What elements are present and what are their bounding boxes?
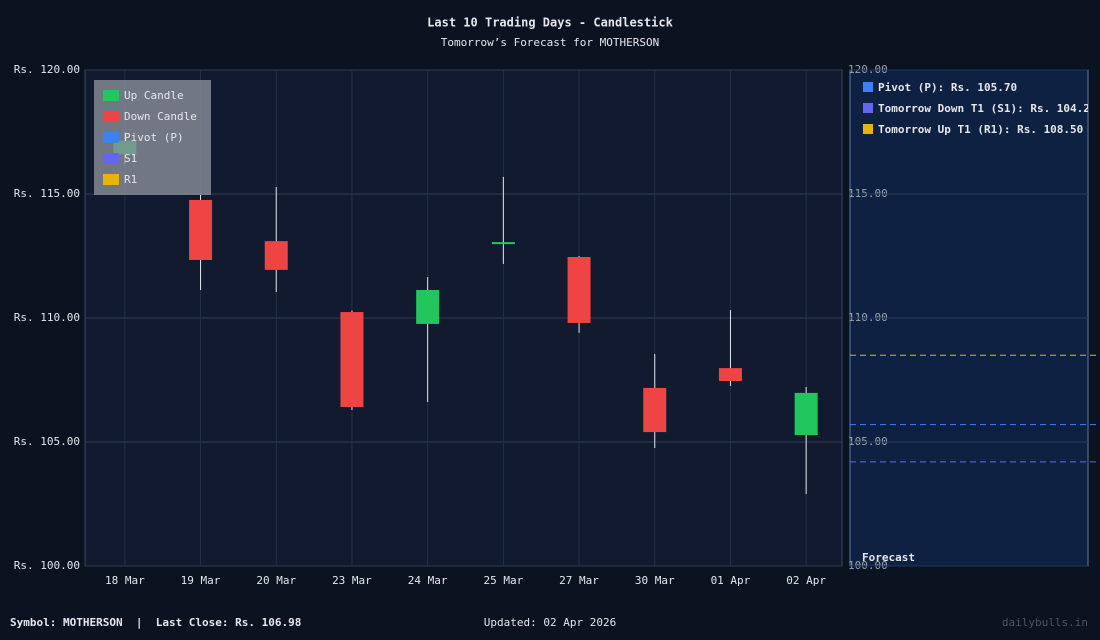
legend-swatch — [863, 124, 873, 134]
y-tick-label: Rs. 115.00 — [14, 187, 80, 200]
x-tick-label: 01 Apr — [711, 574, 751, 587]
x-tick-label: 30 Mar — [635, 574, 675, 587]
candle-body — [643, 387, 667, 433]
x-tick-label: 24 Mar — [408, 574, 448, 587]
legend-swatch — [863, 103, 873, 113]
legend-swatch — [103, 132, 119, 143]
x-tick-label: 20 Mar — [256, 574, 296, 587]
legend-label: Up Candle — [124, 89, 184, 102]
x-tick-label: 23 Mar — [332, 574, 372, 587]
legend-label: Pivot (P): Rs. 105.70 — [878, 81, 1017, 94]
forecast-group: Pivot (P): Rs. 105.70 Tomorrow Down T1 (S… — [863, 81, 1097, 136]
chart-title: Last 10 Trading Days - Candlestick — [427, 16, 673, 30]
chart-subtitle: Tomorrow’s Forecast for MOTHERSON — [441, 36, 660, 49]
y-tick-label: Rs. 110.00 — [14, 311, 80, 324]
x-tick-label: 25 Mar — [483, 574, 523, 587]
candle-body — [567, 256, 591, 323]
legend-label: Pivot (P) — [124, 131, 184, 144]
legend-label: Down Candle — [124, 110, 197, 123]
forecast-label: Forecast — [862, 551, 915, 564]
legend-swatch — [103, 90, 119, 101]
y-tick-label: Rs. 105.00 — [14, 435, 80, 448]
y-tick-label: Rs. 120.00 — [14, 63, 80, 76]
candle-body — [340, 312, 364, 408]
legend-label: Tomorrow Up T1 (R1): Rs. 108.50 — [878, 123, 1083, 136]
footer-symbol: Symbol: MOTHERSON | Last Close: Rs. 106.… — [10, 616, 301, 629]
legend-label: R1 — [124, 173, 137, 186]
candle-body — [491, 242, 515, 245]
legend-label: Tomorrow Down T1 (S1): Rs. 104.20 — [878, 102, 1097, 115]
candle-body — [718, 368, 742, 381]
legend-swatch — [863, 82, 873, 92]
x-tick-label: 18 Mar — [105, 574, 145, 587]
candle-body — [189, 199, 213, 260]
candle-body — [264, 241, 288, 270]
x-tick-label: 27 Mar — [559, 574, 599, 587]
footer-brand: dailybulls.in — [1002, 616, 1088, 629]
y-tick-label: Rs. 100.00 — [14, 559, 80, 572]
candle-body — [794, 392, 818, 436]
legend-label: S1 — [124, 152, 137, 165]
candle-body — [416, 289, 440, 324]
legend-swatch — [103, 153, 119, 164]
legend-swatch — [103, 111, 119, 122]
x-tick-label: 19 Mar — [181, 574, 221, 587]
x-tick-label: 02 Apr — [786, 574, 826, 587]
footer-updated: Updated: 02 Apr 2026 — [484, 616, 616, 629]
legend-swatch — [103, 174, 119, 185]
